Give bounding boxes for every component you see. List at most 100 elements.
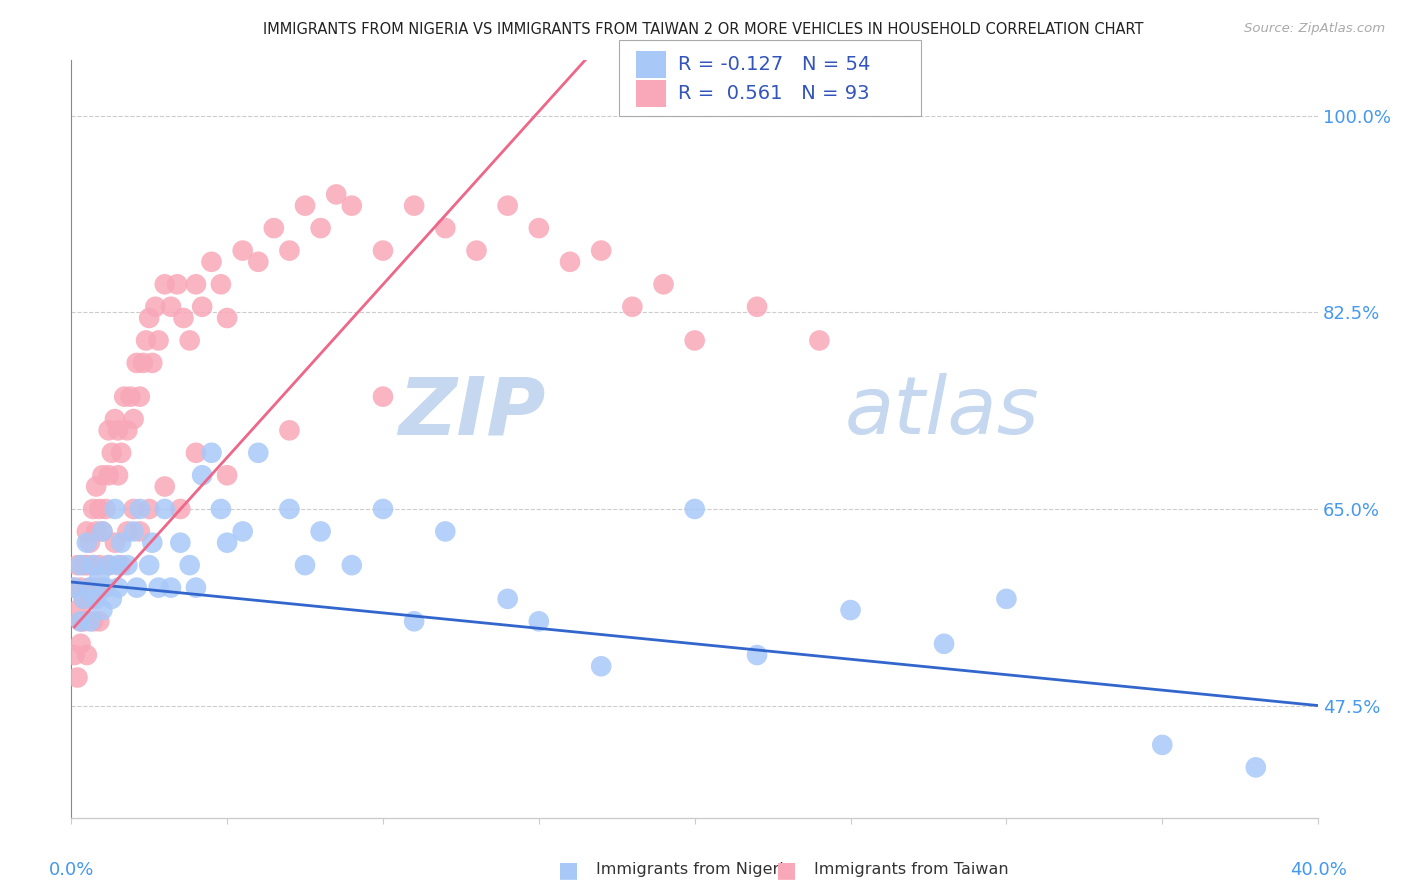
Point xyxy=(172,310,194,325)
Point xyxy=(745,300,768,314)
Point xyxy=(404,199,426,213)
Point xyxy=(160,581,183,595)
Point xyxy=(141,356,163,370)
Point xyxy=(97,558,120,573)
Point xyxy=(138,558,160,573)
Text: Source: ZipAtlas.com: Source: ZipAtlas.com xyxy=(1244,22,1385,36)
Point xyxy=(104,502,127,516)
Point xyxy=(340,558,363,573)
Point xyxy=(294,199,316,213)
Point xyxy=(63,581,86,595)
Point xyxy=(839,603,862,617)
Point xyxy=(76,648,98,662)
Point xyxy=(1244,760,1267,774)
Point xyxy=(621,300,644,314)
Point xyxy=(94,581,117,595)
Point xyxy=(122,524,145,539)
Point xyxy=(169,535,191,549)
Point xyxy=(179,558,201,573)
Point xyxy=(278,423,301,437)
Point xyxy=(169,502,191,516)
Point xyxy=(1152,738,1174,752)
Point xyxy=(340,199,363,213)
Point xyxy=(107,423,129,437)
Point xyxy=(73,591,96,606)
Point xyxy=(63,648,86,662)
Point xyxy=(465,244,488,258)
Text: R = -0.127   N = 54: R = -0.127 N = 54 xyxy=(678,54,870,74)
Point xyxy=(91,468,114,483)
Point xyxy=(294,558,316,573)
Text: ZIP: ZIP xyxy=(398,373,546,451)
Point xyxy=(683,334,706,348)
Text: 0.0%: 0.0% xyxy=(49,861,94,879)
Point xyxy=(82,558,104,573)
Point xyxy=(91,603,114,617)
Point xyxy=(153,479,176,493)
Point xyxy=(191,468,214,483)
Text: Immigrants from Nigeria: Immigrants from Nigeria xyxy=(596,863,794,877)
Point xyxy=(404,615,426,629)
Point xyxy=(89,569,111,583)
Point xyxy=(232,524,254,539)
Point xyxy=(73,558,96,573)
Point xyxy=(247,255,270,269)
Point xyxy=(97,423,120,437)
Point xyxy=(278,244,301,258)
Point xyxy=(76,558,98,573)
Point xyxy=(263,221,285,235)
Point xyxy=(79,535,101,549)
Point xyxy=(94,502,117,516)
Point xyxy=(217,535,239,549)
Point xyxy=(100,591,122,606)
Point xyxy=(69,637,91,651)
Point xyxy=(66,671,89,685)
Point xyxy=(434,524,457,539)
Point xyxy=(91,524,114,539)
Point xyxy=(200,446,222,460)
Point xyxy=(496,199,519,213)
Point xyxy=(591,659,613,673)
Point xyxy=(107,558,129,573)
Point xyxy=(84,591,107,606)
Point xyxy=(79,591,101,606)
Point xyxy=(84,581,107,595)
Text: IMMIGRANTS FROM NIGERIA VS IMMIGRANTS FROM TAIWAN 2 OR MORE VEHICLES IN HOUSEHOL: IMMIGRANTS FROM NIGERIA VS IMMIGRANTS FR… xyxy=(263,22,1143,37)
Point xyxy=(128,390,150,404)
Point xyxy=(69,581,91,595)
Point xyxy=(184,446,207,460)
Point xyxy=(166,277,188,292)
Point xyxy=(120,390,142,404)
Point xyxy=(135,334,157,348)
Text: 40.0%: 40.0% xyxy=(1289,861,1347,879)
Point xyxy=(73,591,96,606)
Point xyxy=(76,535,98,549)
Point xyxy=(104,412,127,426)
Point xyxy=(128,502,150,516)
Point xyxy=(66,558,89,573)
Text: ■: ■ xyxy=(558,860,579,880)
Point xyxy=(191,300,214,314)
Point xyxy=(69,558,91,573)
Point xyxy=(89,615,111,629)
Point xyxy=(97,468,120,483)
Point xyxy=(138,502,160,516)
Point xyxy=(745,648,768,662)
Point xyxy=(145,300,167,314)
Point xyxy=(138,310,160,325)
Point xyxy=(112,390,135,404)
Point xyxy=(117,524,139,539)
Point xyxy=(73,615,96,629)
Point xyxy=(91,524,114,539)
Point xyxy=(125,356,148,370)
Point xyxy=(122,412,145,426)
Point xyxy=(66,603,89,617)
Point xyxy=(278,502,301,516)
Point xyxy=(217,310,239,325)
Point xyxy=(76,524,98,539)
Point xyxy=(371,244,394,258)
Point xyxy=(82,502,104,516)
Point xyxy=(217,468,239,483)
Point xyxy=(995,591,1018,606)
Point xyxy=(79,581,101,595)
